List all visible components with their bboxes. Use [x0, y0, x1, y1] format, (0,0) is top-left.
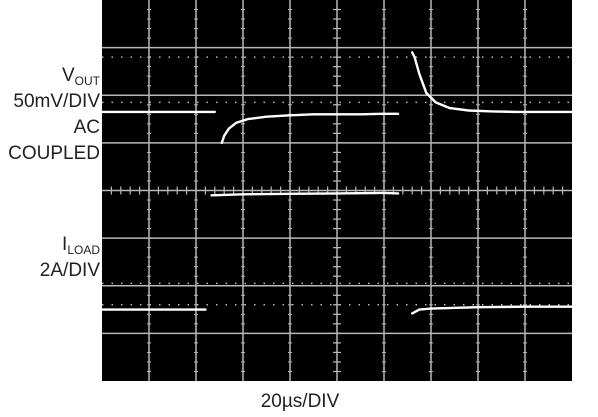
- iload-trace-segment: [411, 305, 574, 315]
- iload-scale-label: 2A/DIV: [39, 260, 100, 281]
- x-axis-label: 20µs/DIV: [260, 391, 340, 412]
- iload-channel-label: ILOAD: [62, 234, 100, 258]
- iload-trace-segment: [210, 191, 400, 197]
- scope-grid: [102, 0, 572, 381]
- vout-coupling-label-2: COUPLED: [8, 143, 100, 164]
- vout-trace-segment: [220, 112, 400, 145]
- trace-layer: [100, 51, 574, 315]
- vout-channel-label: VOUT: [61, 65, 100, 89]
- vout-coupling-label-1: AC: [73, 117, 100, 138]
- vout-trace-segment: [411, 51, 574, 114]
- vout-scale-label: 50mV/DIV: [13, 91, 100, 112]
